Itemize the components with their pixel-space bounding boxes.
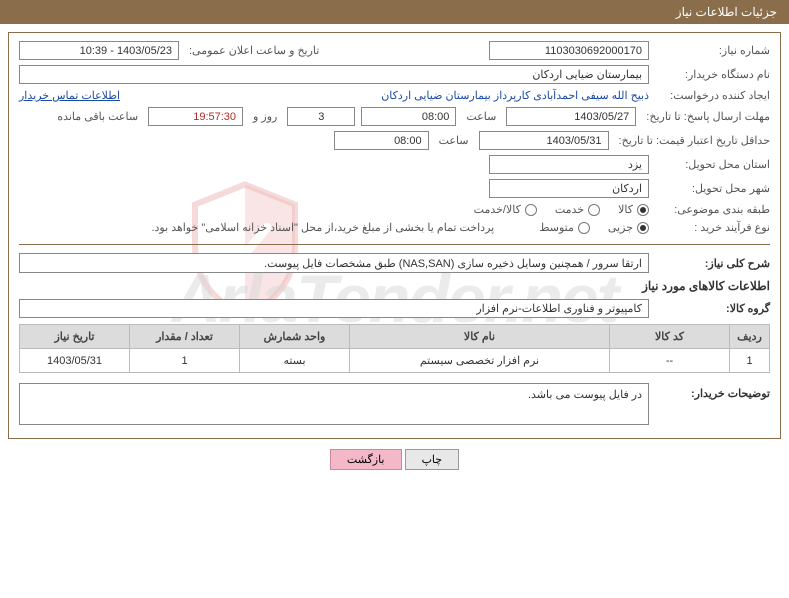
td-code: -- xyxy=(610,349,730,373)
announce-value: 1403/05/23 - 10:39 xyxy=(19,41,179,60)
need-number-value: 1103030692000170 xyxy=(489,41,649,60)
radio-kala[interactable]: کالا xyxy=(618,203,649,216)
row-min-validity: حداقل تاریخ اعتبار قیمت: تا تاریخ: 1403/… xyxy=(19,131,770,150)
hour-label-1: ساعت xyxy=(462,110,500,123)
th-need-date: تاریخ نیاز xyxy=(20,325,130,349)
table-header-row: ردیف کد کالا نام کالا واحد شمارش تعداد /… xyxy=(20,325,770,349)
td-need-date: 1403/05/31 xyxy=(20,349,130,373)
radio-jozi[interactable]: جزیی xyxy=(608,221,649,234)
row-deadline-reply: مهلت ارسال پاسخ: تا تاریخ: 1403/05/27 سا… xyxy=(19,107,770,126)
th-name: نام کالا xyxy=(350,325,610,349)
days-and-label: روز و xyxy=(249,110,281,123)
countdown-value: 19:57:30 xyxy=(148,107,243,126)
desc-label: شرح کلی نیاز: xyxy=(655,257,770,270)
panel-title: جزئیات اطلاعات نیاز xyxy=(676,5,777,19)
radio-kala-khedmat-circle xyxy=(525,204,537,216)
row-buyer-notes: توضیحات خریدار: در فایل پیوست می باشد. xyxy=(19,383,770,425)
selection-label: نوع فرآیند خرید : xyxy=(655,221,770,234)
buyer-contact-link[interactable]: اطلاعات تماس خریدار xyxy=(19,89,120,102)
goods-group-value: کامپیوتر و فناوری اطلاعات-نرم افزار xyxy=(19,299,649,318)
city-label: شهر محل تحویل: xyxy=(655,182,770,195)
buyer-org-label: نام دستگاه خریدار: xyxy=(655,68,770,81)
deadline-reply-hour: 08:00 xyxy=(361,107,456,126)
print-button[interactable]: چاپ xyxy=(405,449,460,470)
min-validity-label: حداقل تاریخ اعتبار قیمت: تا تاریخ: xyxy=(615,134,770,147)
radio-motavaset[interactable]: متوسط xyxy=(539,221,590,234)
td-unit: بسته xyxy=(240,349,350,373)
min-validity-date: 1403/05/31 xyxy=(479,131,609,150)
th-qty: تعداد / مقدار xyxy=(130,325,240,349)
payment-note: پرداخت تمام یا بخشی از مبلغ خرید،از محل … xyxy=(151,221,494,234)
province-value: یزد xyxy=(489,155,649,174)
category-radio-group: کالا خدمت کالا/خدمت xyxy=(474,203,649,216)
hours-remaining-label: ساعت باقی مانده xyxy=(53,110,142,123)
back-button[interactable]: بازگشت xyxy=(330,449,402,470)
radio-jozi-label: جزیی xyxy=(608,221,633,234)
row-description: شرح کلی نیاز: ارتقا سرور / همچنین وسایل … xyxy=(19,253,770,273)
row-province: استان محل تحویل: یزد xyxy=(19,155,770,174)
radio-kala-khedmat[interactable]: کالا/خدمت xyxy=(474,203,537,216)
row-category: طبقه بندی موضوعی: کالا خدمت کالا/خدمت xyxy=(19,203,770,216)
buyer-org-value: بیمارستان ضیایی اردکان xyxy=(19,65,649,84)
button-bar: چاپ بازگشت xyxy=(0,449,789,470)
td-name: نرم افزار تخصصی سیستم xyxy=(350,349,610,373)
table-row: 1 -- نرم افزار تخصصی سیستم بسته 1 1403/0… xyxy=(20,349,770,373)
days-value: 3 xyxy=(287,107,355,126)
radio-kala-khedmat-label: کالا/خدمت xyxy=(474,203,521,216)
th-unit: واحد شمارش xyxy=(240,325,350,349)
process-radio-group: جزیی متوسط xyxy=(539,221,649,234)
province-label: استان محل تحویل: xyxy=(655,158,770,171)
radio-kala-label: کالا xyxy=(618,203,633,216)
th-code: کد کالا xyxy=(610,325,730,349)
goods-table: ردیف کد کالا نام کالا واحد شمارش تعداد /… xyxy=(19,324,770,373)
radio-khedmat-circle xyxy=(588,204,600,216)
goods-group-label: گروه کالا: xyxy=(655,302,770,315)
radio-motavaset-label: متوسط xyxy=(539,221,574,234)
row-process: نوع فرآیند خرید : جزیی متوسط پرداخت تمام… xyxy=(19,221,770,234)
td-qty: 1 xyxy=(130,349,240,373)
buyer-notes-label: توضیحات خریدار: xyxy=(655,383,770,400)
requester-label: ایجاد کننده درخواست: xyxy=(655,89,770,102)
th-row: ردیف xyxy=(730,325,770,349)
row-requester: ایجاد کننده درخواست: ذبیح الله سیفی احمد… xyxy=(19,89,770,102)
radio-kala-circle xyxy=(637,204,649,216)
td-row: 1 xyxy=(730,349,770,373)
row-goods-group: گروه کالا: کامپیوتر و فناوری اطلاعات-نرم… xyxy=(19,299,770,318)
buyer-notes-value: در فایل پیوست می باشد. xyxy=(19,383,649,425)
radio-motavaset-circle xyxy=(578,222,590,234)
radio-khedmat-label: خدمت xyxy=(555,203,584,216)
city-value: اردکان xyxy=(489,179,649,198)
radio-khedmat[interactable]: خدمت xyxy=(555,203,600,216)
main-panel: شماره نیاز: 1103030692000170 تاریخ و ساع… xyxy=(8,32,781,439)
requester-value: ذبیح الله سیفی احمدآبادی کارپرداز بیمارس… xyxy=(381,89,649,102)
min-validity-hour: 08:00 xyxy=(334,131,429,150)
row-need-number: شماره نیاز: 1103030692000170 تاریخ و ساع… xyxy=(19,41,770,60)
hour-label-2: ساعت xyxy=(435,134,473,147)
deadline-reply-date: 1403/05/27 xyxy=(506,107,636,126)
goods-info-title: اطلاعات کالاهای مورد نیاز xyxy=(19,279,770,293)
divider-1 xyxy=(19,244,770,245)
announce-label: تاریخ و ساعت اعلان عمومی: xyxy=(185,44,319,57)
deadline-reply-label: مهلت ارسال پاسخ: تا تاریخ: xyxy=(642,110,770,123)
need-number-label: شماره نیاز: xyxy=(655,44,770,57)
category-label: طبقه بندی موضوعی: xyxy=(655,203,770,216)
row-buyer-org: نام دستگاه خریدار: بیمارستان ضیایی اردکا… xyxy=(19,65,770,84)
desc-value: ارتقا سرور / همچنین وسایل ذخیره سازی (NA… xyxy=(19,253,649,273)
row-city: شهر محل تحویل: اردکان xyxy=(19,179,770,198)
radio-jozi-circle xyxy=(637,222,649,234)
panel-header: جزئیات اطلاعات نیاز xyxy=(0,0,789,24)
